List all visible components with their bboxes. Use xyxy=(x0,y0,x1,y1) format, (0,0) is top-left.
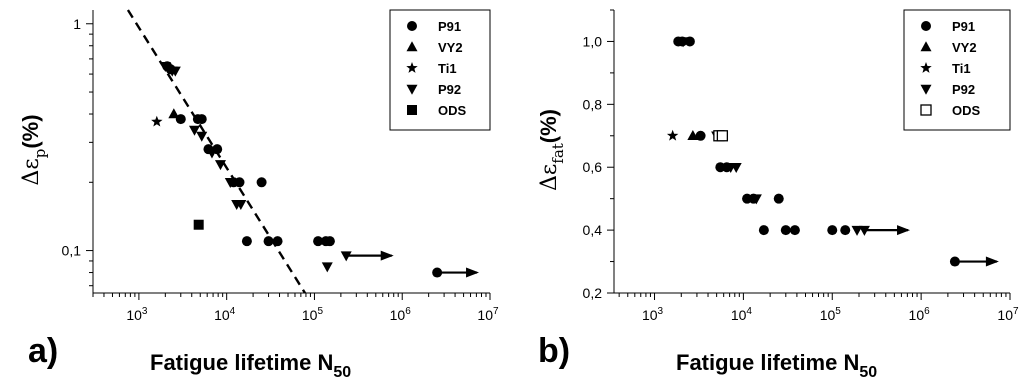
legend-label-ods: ODS xyxy=(438,103,467,118)
y-tick-label: 0,6 xyxy=(583,159,603,175)
series-p92 xyxy=(677,37,870,236)
data-point-p91 xyxy=(234,177,245,188)
data-point-p92 xyxy=(159,61,171,72)
legend-label-ti1: Ti1 xyxy=(952,61,971,76)
data-point-p91 xyxy=(758,225,769,236)
x-tick-label: 103 xyxy=(642,306,664,323)
x-tick-label: 104 xyxy=(214,306,236,323)
legend-label-ti1: Ti1 xyxy=(438,61,457,76)
data-point-p92 xyxy=(730,162,742,173)
legend-marker-p91 xyxy=(921,21,931,31)
legend-marker-ods xyxy=(920,104,932,116)
series-ti1 xyxy=(151,115,163,127)
legend-label-vy2: VY2 xyxy=(438,40,463,55)
x-tick-label: 105 xyxy=(302,306,324,323)
data-point-p92 xyxy=(340,251,352,262)
runout-arrow-head xyxy=(897,225,911,236)
data-point-ods xyxy=(716,130,729,142)
series-ti1 xyxy=(666,129,679,141)
x-axis-label: Fatigue lifetime N50 xyxy=(150,350,351,381)
y-tick-label: 0,2 xyxy=(583,285,603,301)
data-point-p92 xyxy=(206,148,218,159)
data-point-vy2 xyxy=(687,130,699,141)
legend-label-p92: P92 xyxy=(438,82,461,97)
chart-panel-a: 103 104 105 106 107 0,1 1 P91 VY2 Ti1 P92 ODS a) Fati… xyxy=(18,9,499,381)
panel-label: a) xyxy=(28,332,58,370)
data-point-ti1 xyxy=(666,129,679,141)
x-tick-label: 106 xyxy=(390,306,412,323)
data-point-p92 xyxy=(224,178,236,189)
data-point-p91 xyxy=(272,236,283,247)
legend-marker-ti1 xyxy=(920,62,932,73)
series-ods xyxy=(713,130,729,142)
data-point-p92 xyxy=(169,66,181,77)
x-tick-label: 104 xyxy=(731,306,753,323)
data-point-p91 xyxy=(695,130,706,141)
data-point-vy2 xyxy=(168,108,180,119)
x-axis-label: Fatigue lifetime N50 xyxy=(676,350,877,381)
data-point-p91 xyxy=(196,114,207,125)
x-tick-label: 103 xyxy=(126,306,148,323)
data-point-p92 xyxy=(188,125,200,136)
data-point-p91 xyxy=(256,177,267,188)
legend-label-p91: P91 xyxy=(438,19,461,34)
legend-label-p91: P91 xyxy=(952,19,975,34)
legend-marker-p91 xyxy=(407,21,417,31)
data-point-p91 xyxy=(313,236,324,247)
data-point-p91 xyxy=(949,256,960,267)
data-point-p92 xyxy=(235,200,247,211)
legend-marker-p92 xyxy=(920,84,932,95)
x-tick-label: 107 xyxy=(477,306,499,323)
data-point-p92 xyxy=(214,160,226,171)
runout-arrow-head xyxy=(380,250,394,261)
data-point-p91 xyxy=(840,225,851,236)
legend-marker-vy2 xyxy=(406,41,418,52)
legend-marker-vy2 xyxy=(920,41,932,52)
series-vy2 xyxy=(687,130,699,141)
runout-arrow-head xyxy=(985,256,999,267)
runout-arrow-head xyxy=(466,267,480,278)
data-point-p91 xyxy=(789,225,800,236)
y-axis-label: Δεp(%) xyxy=(18,114,49,185)
legend-marker-ti1 xyxy=(406,62,418,73)
legend-marker-ods xyxy=(407,105,417,115)
legend-label-vy2: VY2 xyxy=(952,40,977,55)
data-point-p92 xyxy=(677,37,689,48)
data-point-ti1 xyxy=(151,115,163,127)
y-tick-label: 1 xyxy=(73,16,81,32)
panel-label: b) xyxy=(538,332,570,370)
data-point-p91 xyxy=(780,225,791,236)
y-tick-label: 0,4 xyxy=(583,222,603,238)
data-point-p92 xyxy=(750,194,762,205)
y-tick-label: 1,0 xyxy=(583,33,603,49)
legend-label-ods: ODS xyxy=(952,103,981,118)
series-vy2 xyxy=(168,108,180,119)
y-tick-label: 0,8 xyxy=(583,96,603,112)
data-point-p91 xyxy=(432,267,443,278)
y-tick-label: 0,1 xyxy=(62,243,82,259)
data-point-p91 xyxy=(263,236,274,247)
y-axis-label: Δεfat(%) xyxy=(536,109,567,191)
data-point-p92 xyxy=(196,131,208,142)
legend: P91 VY2 Ti1 P92 ODS xyxy=(389,9,491,131)
data-point-p92 xyxy=(858,225,870,236)
series-p92 xyxy=(159,61,352,273)
legend-label-p92: P92 xyxy=(952,82,975,97)
legend-box xyxy=(389,9,491,131)
data-point-ods xyxy=(193,219,204,230)
x-tick-label: 107 xyxy=(997,306,1019,323)
data-point-p91 xyxy=(773,193,784,204)
data-point-p91 xyxy=(827,225,838,236)
data-point-p91 xyxy=(241,236,252,247)
chart-panel-b: 103 104 105 106 1070,20,40,60,81,0P91VY2Ti1P… xyxy=(536,9,1019,381)
x-tick-label: 106 xyxy=(909,306,931,323)
data-point-p91 xyxy=(324,236,335,247)
legend-marker-p92 xyxy=(406,84,418,95)
x-tick-label: 105 xyxy=(820,306,842,323)
series-ods xyxy=(193,219,204,230)
legend: P91 VY2 Ti1 P92 ODS xyxy=(903,9,1011,131)
data-point-p92 xyxy=(321,262,333,273)
data-point-p92 xyxy=(851,225,863,236)
